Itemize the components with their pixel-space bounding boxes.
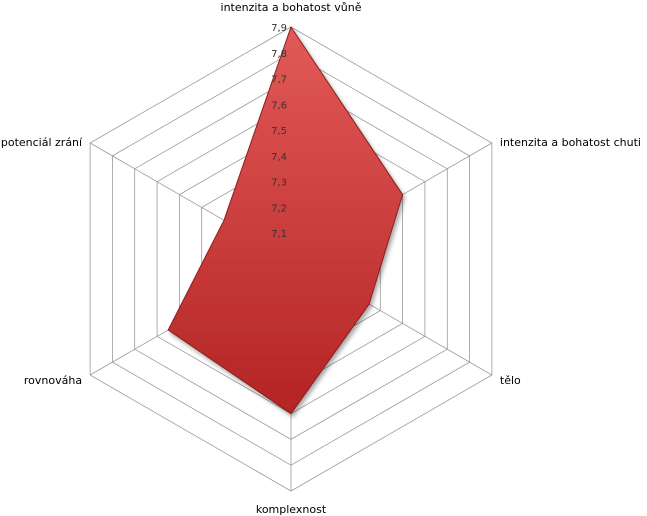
category-label: intenzita a bohatost vůně bbox=[221, 1, 362, 14]
category-label: intenzita a bohatost chuti bbox=[500, 136, 641, 149]
category-label: potenciál zrání bbox=[1, 136, 83, 149]
tick-label: 7,5 bbox=[271, 126, 287, 137]
radar-series bbox=[167, 25, 404, 415]
tick-label: 7,8 bbox=[271, 49, 287, 60]
tick-label: 7,9 bbox=[271, 23, 287, 34]
tick-label: 7,2 bbox=[271, 203, 287, 214]
tick-label: 7,6 bbox=[271, 100, 287, 111]
tick-label: 7,3 bbox=[271, 178, 287, 189]
category-label: tělo bbox=[500, 374, 521, 387]
tick-label: 7,7 bbox=[271, 75, 287, 86]
tick-label: 7,4 bbox=[271, 152, 287, 163]
category-label: rovnováha bbox=[24, 374, 82, 387]
series-area bbox=[167, 25, 404, 415]
radial-tick-labels: 7,1 7,2 7,3 7,4 7,5 7,6 7,7 7,8 7,9 bbox=[271, 23, 287, 240]
category-label: komplexnost bbox=[256, 503, 327, 516]
tick-label: 7,1 bbox=[271, 229, 287, 240]
